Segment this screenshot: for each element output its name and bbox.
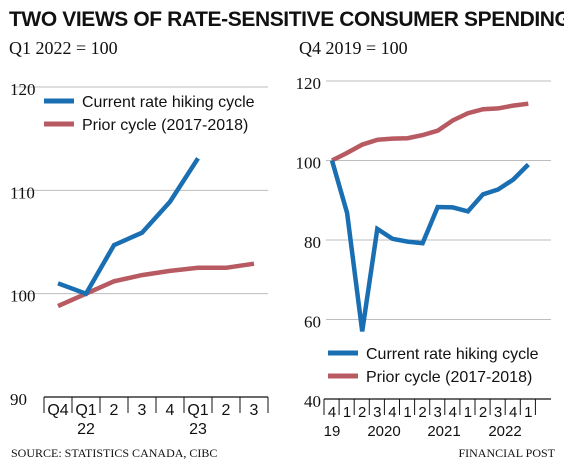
chart-title: TWO VIEWS OF RATE-SENSITIVE CONSUMER SPE…	[9, 8, 564, 31]
x-tick-label: Q1	[75, 402, 96, 419]
series-line	[57, 157, 200, 297]
legend-label: Prior cycle (2017-2018)	[82, 117, 248, 134]
x-tick-label: Q4	[47, 402, 68, 419]
x-tick-label: Q1	[187, 402, 208, 419]
x-tick-label: 1	[524, 404, 532, 421]
x-tick-label: 1	[343, 404, 351, 421]
x-year-label: 2021	[427, 423, 460, 440]
x-tick-label: 3	[373, 404, 381, 421]
x-tick-label: 4	[509, 404, 517, 421]
y-tick-label: 90	[10, 390, 27, 409]
x-tick-label: 2	[110, 402, 119, 419]
x-year-label: 23	[189, 421, 207, 438]
y-tick-label: 100	[296, 154, 322, 173]
series-line	[329, 159, 530, 332]
legend-label: Prior cycle (2017-2018)	[366, 369, 532, 386]
x-tick-label: 1	[464, 404, 472, 421]
x-year-label: 2020	[367, 423, 400, 440]
x-tick-label: 2	[222, 402, 231, 419]
left-chart-subtitle: Q1 2022 = 100	[9, 38, 118, 58]
y-tick-label: 80	[304, 233, 321, 252]
series-line	[57, 261, 255, 309]
y-tick-label: 100	[10, 287, 36, 306]
x-tick-label: 3	[434, 404, 442, 421]
series-line	[330, 101, 529, 163]
x-tick-label: 2	[418, 404, 426, 421]
legend-label: Current rate hiking cycle	[82, 94, 255, 111]
x-tick-label: 4	[388, 404, 396, 421]
x-tick-label: 4	[449, 404, 457, 421]
y-tick-label: 120	[296, 74, 322, 93]
x-tick-label: 1	[403, 404, 411, 421]
x-year-label: 2022	[488, 423, 521, 440]
y-tick-label: 60	[304, 313, 321, 332]
x-tick-label: 2	[479, 404, 487, 421]
source-note: SOURCE: STATISTICS CANADA, CIBC	[11, 446, 218, 460]
x-year-label: 22	[77, 421, 95, 438]
x-tick-label: 2	[358, 404, 366, 421]
x-tick-label: 4	[166, 402, 175, 419]
right-chart-subtitle: Q4 2019 = 100	[299, 38, 408, 58]
brand-credit: FINANCIAL POST	[458, 446, 555, 460]
y-tick-label: 120	[10, 80, 36, 99]
x-tick-label: 3	[494, 404, 502, 421]
x-tick-label: 3	[138, 402, 147, 419]
y-tick-label: 40	[304, 392, 321, 411]
x-tick-label: 3	[250, 402, 259, 419]
legend-label: Current rate hiking cycle	[366, 346, 539, 363]
y-tick-label: 110	[10, 183, 35, 202]
x-tick-label: 4	[328, 404, 336, 421]
x-year-label: 19	[324, 423, 341, 440]
